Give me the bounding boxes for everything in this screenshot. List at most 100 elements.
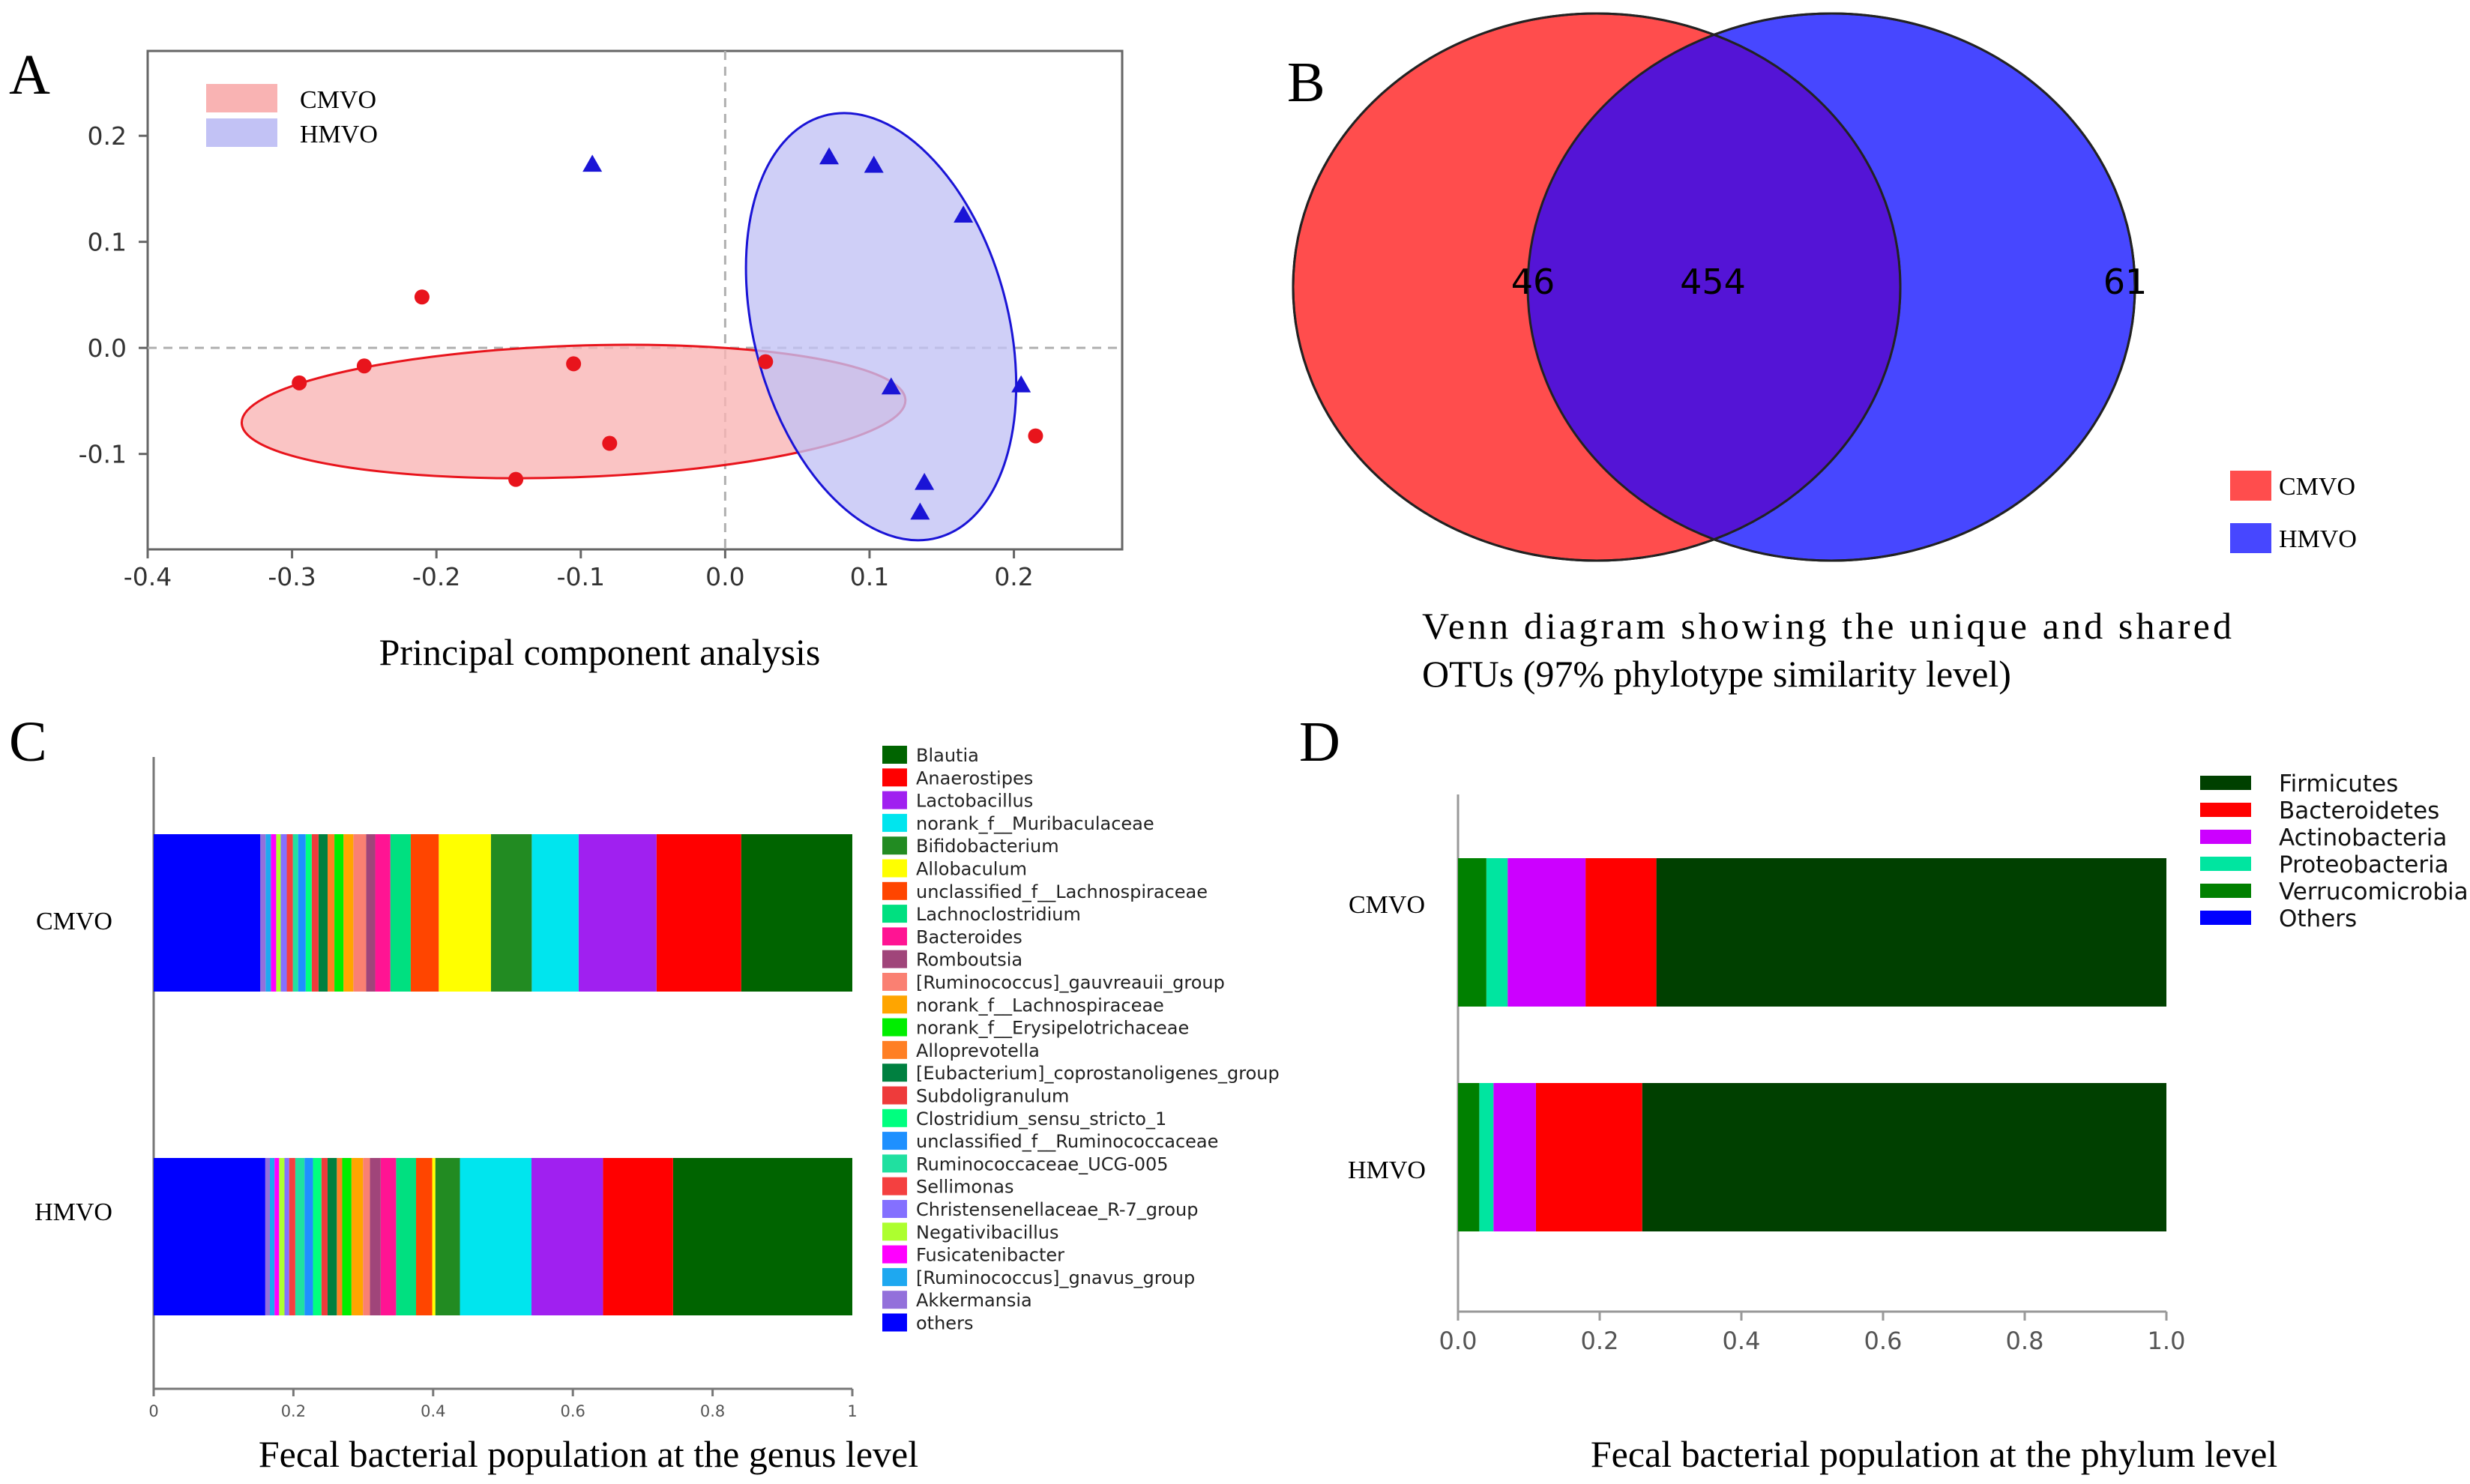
- genus-legend-swatch-akkermansia: [882, 1291, 907, 1309]
- pca-point-hmvo-5: [881, 377, 901, 395]
- pca-x-tick-label: -0.4: [124, 562, 172, 591]
- genus-bars: [154, 834, 852, 1315]
- phylum-x-tick-label: 0.2: [1581, 1327, 1619, 1355]
- genus-bar-cmvo-norank-f-muribaculaceae: [531, 834, 579, 992]
- genus-legend-label-akkermansia: Akkermansia: [916, 1290, 1032, 1311]
- phylum-legend-label-actinobacteria: Actinobacteria: [2279, 824, 2447, 851]
- genus-legend-swatch-subdoligranulum: [882, 1086, 907, 1105]
- pca-point-hmvo-7: [915, 472, 935, 490]
- phylum-bar-cmvo-verrucomicrobia: [1458, 858, 1486, 1007]
- genus-legend-swatch-lachnoclostridium: [882, 905, 907, 923]
- genus-bar-cmvo-bacteroides: [375, 834, 391, 992]
- pca-y-tick-label: 0.1: [88, 228, 127, 257]
- venn-legend-label-cmvo: CMVO: [2279, 473, 2355, 501]
- genus-bar-cmvo-norank-f-lachnospiraceae: [343, 834, 354, 992]
- pca-point-hmvo-2: [819, 147, 840, 165]
- genus-legend-swatch-norank-f-erysipelotrichaceae: [882, 1018, 907, 1037]
- genus-bar-hmvo-ruminococcus-gauvreauii-group: [363, 1158, 370, 1315]
- genus-legend-swatch-fusicatenibacter: [882, 1245, 907, 1264]
- genus-bar-hmvo-bacteroides: [380, 1158, 397, 1315]
- genus-legend-swatch-blautia: [882, 746, 907, 764]
- pca-x-tick-label: -0.1: [557, 562, 605, 591]
- genus-legend-swatch-negativibacillus: [882, 1222, 907, 1241]
- venn-value-cmvo-only: 46: [1511, 262, 1555, 302]
- phylum-x-ticks: 0.0 0.2 0.4 0.6 0.8 1.0: [1439, 1312, 2186, 1355]
- genus-legend-swatch-ruminococcus-gauvreauii-group: [882, 973, 907, 991]
- genus-x-tick-label: 0.8: [700, 1402, 725, 1420]
- genus-bar-cmvo-negativibacillus: [276, 834, 281, 992]
- genus-bar-cmvo-alloprevotella: [327, 834, 335, 992]
- genus-legend-swatch-norank-f-muribaculaceae: [882, 813, 907, 832]
- pca-point-cmvo-5: [602, 435, 618, 451]
- panel-c-letter: C: [9, 711, 47, 773]
- genus-legend-swatch-ruminococcus-gnavus-group: [882, 1267, 907, 1286]
- venn-outline-hmvo: [1526, 12, 2136, 562]
- phylum-legend-label-firmicutes: Firmicutes: [2279, 770, 2398, 797]
- genus-bar-cmvo-fusicatenibacter: [271, 834, 277, 992]
- genus-bar-cmvo-sellimonas: [286, 834, 293, 992]
- genus-bar-cmvo-ruminococcaceae-ucg-005: [292, 834, 298, 992]
- pca-x-tick-label: -0.2: [412, 562, 460, 591]
- phylum-bar-hmvo-bacteroidetes: [1535, 1083, 1642, 1231]
- phylum-bar-cmvo-bacteroidetes: [1585, 858, 1657, 1007]
- genus-row-label-cmvo: CMVO: [36, 908, 112, 935]
- pca-plot-frame: [146, 49, 1124, 551]
- genus-bar-hmvo-sellimonas: [289, 1158, 295, 1315]
- phylum-row-label-hmvo: HMVO: [1348, 1156, 1426, 1184]
- pca-x-tick-label: 0.0: [705, 562, 744, 591]
- genus-x-tick-label: 0: [148, 1402, 158, 1420]
- panel-a-letter: A: [9, 43, 50, 106]
- phylum-x-tick-label: 0.6: [1864, 1327, 1903, 1355]
- genus-bar-hmvo-christensenellaceae-r-7-group: [284, 1158, 289, 1315]
- panel-a: A -0.4 -0.3 -0.2 -0.1 0.0 0.1 0.2 0.20.10.0-0.…: [9, 43, 1124, 673]
- genus-bar-cmvo-others: [154, 834, 261, 992]
- genus-bar-hmvo-ruminococcaceae-ucg-005: [295, 1158, 305, 1315]
- pca-ellipses: [240, 112, 1018, 542]
- phylum-legend-swatch-verrucomicrobia: [2200, 884, 2251, 898]
- genus-bar-hmvo-norank-f-muribaculaceae: [460, 1158, 531, 1315]
- pca-x-ticks: -0.4 -0.3 -0.2 -0.1 0.0 0.1 0.2: [124, 549, 1034, 591]
- genus-bar-hmvo-subdoligranulum: [321, 1158, 328, 1315]
- genus-legend-swatch-norank-f-lachnospiraceae: [882, 995, 907, 1014]
- pca-point-hmvo-8: [910, 502, 930, 520]
- genus-bar-cmvo-clostridium-sensu-stricto-1: [305, 834, 312, 992]
- genus-bar-hmvo-alloprevotella: [337, 1158, 343, 1315]
- phylum-legend-swatch-others: [2200, 911, 2251, 925]
- pca-point-cmvo-7: [758, 354, 774, 370]
- genus-bar-hmvo-akkermansia: [265, 1158, 270, 1315]
- genus-legend-label-ruminococcus-gnavus-group: [Ruminococcus]_gnavus_group: [916, 1267, 1195, 1288]
- phylum-x-tick-label: 1.0: [2148, 1327, 2186, 1355]
- phylum-legend-swatch-firmicutes: [2200, 776, 2251, 790]
- pca-legend-label-cmvo: CMVO: [300, 86, 376, 114]
- genus-bar-cmvo-lachnoclostridium: [390, 834, 411, 992]
- genus-legend-label-allobaculum: Allobaculum: [916, 859, 1027, 880]
- genus-legend-label-anaerostipes: Anaerostipes: [916, 767, 1033, 788]
- genus-bar-cmvo-subdoligranulum: [311, 834, 319, 992]
- genus-bar-cmvo-unclassified-f-ruminococcaceae: [298, 834, 306, 992]
- genus-bar-hmvo-eubacterium-coprostanoligenes-group: [327, 1158, 337, 1315]
- genus-legend-label-norank-f-lachnospiraceae: norank_f__Lachnospiraceae: [916, 995, 1164, 1016]
- genus-bar-hmvo-unclassified-f-lachnospiraceae: [416, 1158, 433, 1315]
- genus-row-label-hmvo: HMVO: [34, 1198, 112, 1226]
- pca-zero-lines: [148, 51, 1122, 549]
- genus-legend-label-blautia: Blautia: [916, 745, 979, 766]
- genus-legend-swatch-allobaculum: [882, 859, 907, 878]
- pca-points: [292, 147, 1043, 520]
- phylum-legend-label-others: Others: [2279, 905, 2357, 932]
- phylum-bar-hmvo-verrucomicrobia: [1458, 1083, 1480, 1231]
- venn-value-shared: 454: [1680, 262, 1746, 302]
- venn-outline-cmvo: [1292, 12, 1902, 562]
- genus-bar-hmvo-bifidobacterium: [435, 1158, 460, 1315]
- genus-bar-cmvo-unclassified-f-lachnospiraceae: [410, 834, 439, 992]
- panel-c-caption: Fecal bacterial population at the genus …: [259, 1433, 918, 1475]
- phylum-legend-swatch-actinobacteria: [2200, 830, 2251, 844]
- pca-point-cmvo-2: [356, 358, 372, 374]
- genus-legend-swatch-alloprevotella: [882, 1040, 907, 1059]
- genus-legend-label-lactobacillus: Lactobacillus: [916, 791, 1033, 812]
- pca-point-cmvo-1: [292, 375, 307, 390]
- genus-legend-swatch-christensenellaceae-r-7-group: [882, 1200, 907, 1218]
- genus-legend-swatch-sellimonas: [882, 1177, 907, 1195]
